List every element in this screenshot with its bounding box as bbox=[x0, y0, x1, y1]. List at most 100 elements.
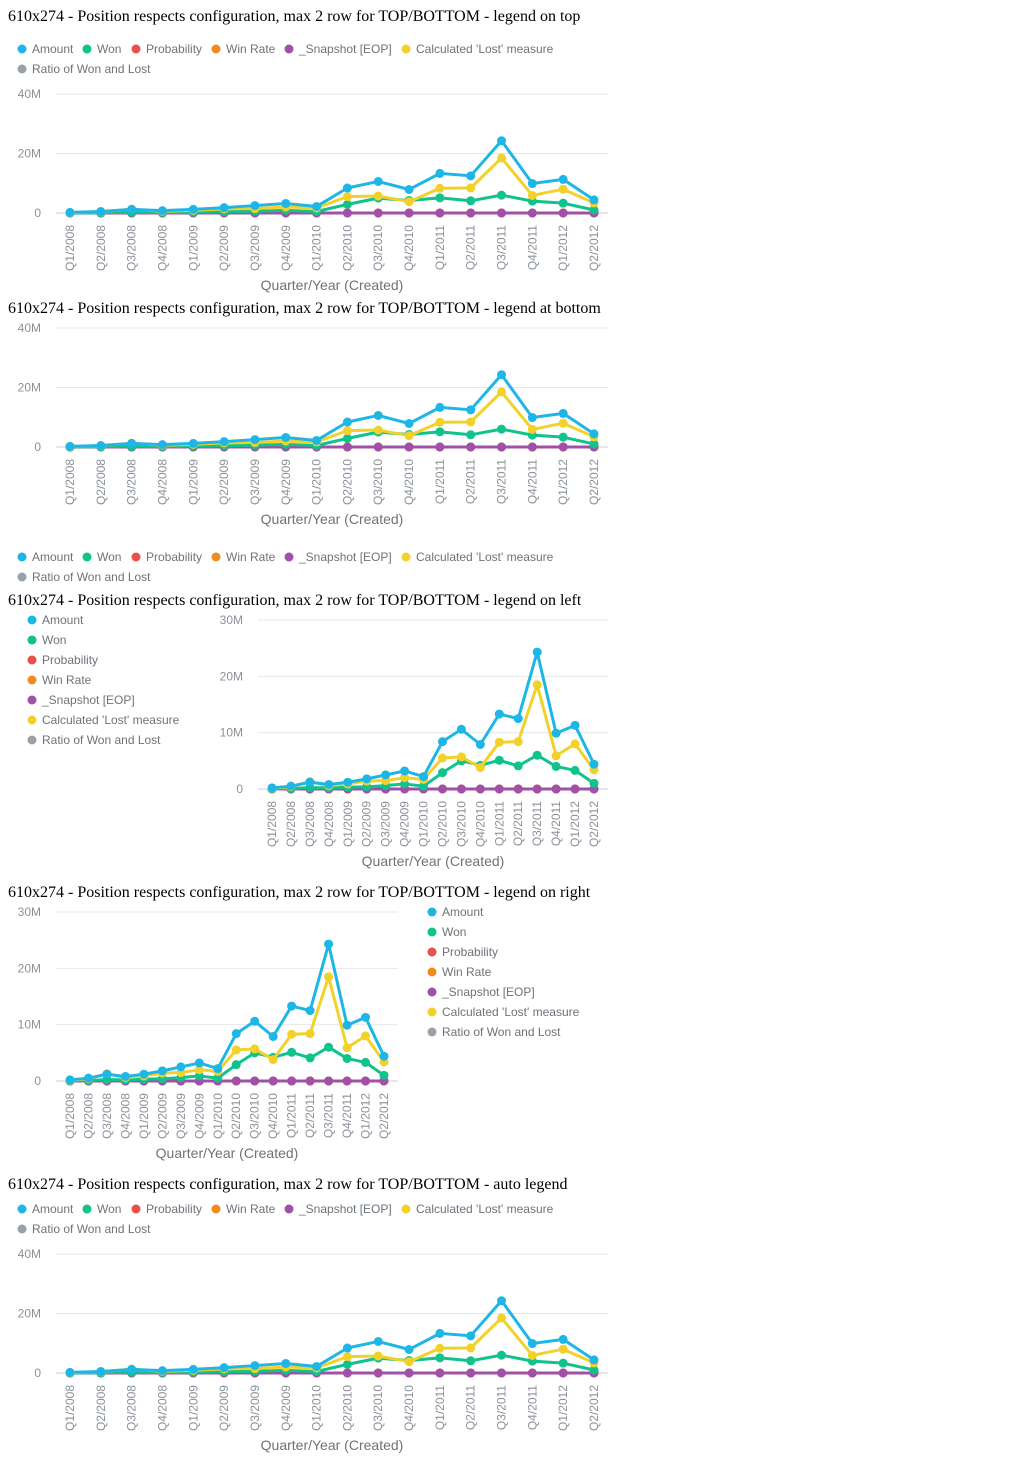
data-point[interactable] bbox=[466, 183, 476, 193]
legend-item[interactable]: Calculated 'Lost' measure bbox=[401, 1202, 554, 1216]
data-point[interactable] bbox=[558, 1358, 568, 1368]
data-point[interactable] bbox=[513, 714, 523, 724]
data-point[interactable] bbox=[532, 680, 542, 690]
data-point[interactable] bbox=[287, 1076, 297, 1086]
legend-item[interactable]: Won bbox=[27, 633, 67, 647]
data-point[interactable] bbox=[475, 784, 485, 794]
data-point[interactable] bbox=[250, 435, 260, 445]
legend-item[interactable]: Amount bbox=[17, 550, 75, 564]
data-point[interactable] bbox=[404, 1357, 414, 1367]
data-point[interactable] bbox=[558, 1334, 568, 1344]
data-point[interactable] bbox=[570, 720, 580, 730]
data-point[interactable] bbox=[558, 442, 568, 452]
data-point[interactable] bbox=[281, 432, 291, 442]
data-point[interactable] bbox=[497, 1296, 507, 1306]
data-point[interactable] bbox=[373, 410, 383, 420]
data-point[interactable] bbox=[419, 781, 429, 791]
data-point[interactable] bbox=[589, 429, 599, 439]
data-point[interactable] bbox=[435, 168, 445, 178]
data-point[interactable] bbox=[527, 208, 537, 218]
data-point[interactable] bbox=[437, 784, 447, 794]
data-point[interactable] bbox=[558, 184, 568, 194]
data-point[interactable] bbox=[437, 753, 447, 763]
data-point[interactable] bbox=[343, 777, 353, 787]
data-point[interactable] bbox=[305, 1076, 315, 1086]
data-point[interactable] bbox=[497, 153, 507, 163]
data-point[interactable] bbox=[157, 1366, 167, 1376]
data-point[interactable] bbox=[527, 1350, 537, 1360]
legend-item[interactable]: Amount bbox=[17, 42, 75, 56]
data-point[interactable] bbox=[589, 1355, 599, 1365]
data-point[interactable] bbox=[120, 1071, 130, 1081]
data-point[interactable] bbox=[305, 1053, 315, 1063]
data-point[interactable] bbox=[532, 647, 542, 657]
data-point[interactable] bbox=[404, 208, 414, 218]
data-point[interactable] bbox=[281, 198, 291, 208]
data-point[interactable] bbox=[305, 777, 315, 787]
legend-item[interactable]: Probability bbox=[131, 42, 203, 56]
data-point[interactable] bbox=[379, 1070, 389, 1080]
data-point[interactable] bbox=[213, 1073, 223, 1083]
data-point[interactable] bbox=[456, 724, 466, 734]
data-point[interactable] bbox=[65, 207, 75, 217]
data-point[interactable] bbox=[494, 755, 504, 765]
data-point[interactable] bbox=[96, 207, 106, 217]
data-point[interactable] bbox=[342, 1053, 352, 1063]
data-point[interactable] bbox=[373, 208, 383, 218]
data-point[interactable] bbox=[65, 441, 75, 451]
data-point[interactable] bbox=[373, 176, 383, 186]
data-point[interactable] bbox=[379, 1051, 389, 1061]
data-point[interactable] bbox=[250, 201, 260, 211]
data-point[interactable] bbox=[305, 1006, 315, 1016]
data-point[interactable] bbox=[324, 1076, 334, 1086]
data-point[interactable] bbox=[157, 1066, 167, 1076]
data-point[interactable] bbox=[287, 1001, 297, 1011]
legend-item[interactable]: Calculated 'Lost' measure bbox=[427, 1005, 580, 1019]
data-point[interactable] bbox=[312, 201, 322, 211]
data-point[interactable] bbox=[497, 387, 507, 397]
legend-item[interactable]: Won bbox=[427, 925, 467, 939]
data-point[interactable] bbox=[400, 766, 410, 776]
data-point[interactable] bbox=[157, 206, 167, 216]
data-point[interactable] bbox=[404, 1344, 414, 1354]
legend-item[interactable]: Amount bbox=[427, 905, 485, 919]
data-point[interactable] bbox=[231, 1029, 241, 1039]
data-point[interactable] bbox=[589, 195, 599, 205]
data-point[interactable] bbox=[342, 199, 352, 209]
data-point[interactable] bbox=[250, 1016, 260, 1026]
data-point[interactable] bbox=[589, 1365, 599, 1375]
data-point[interactable] bbox=[475, 739, 485, 749]
data-point[interactable] bbox=[404, 197, 414, 207]
data-point[interactable] bbox=[497, 208, 507, 218]
data-point[interactable] bbox=[324, 779, 334, 789]
data-point[interactable] bbox=[527, 1339, 537, 1349]
data-point[interactable] bbox=[342, 1368, 352, 1378]
legend-item[interactable]: _Snapshot [EOP] bbox=[427, 985, 535, 999]
data-point[interactable] bbox=[589, 205, 599, 215]
data-point[interactable] bbox=[342, 192, 352, 202]
data-point[interactable] bbox=[213, 1064, 223, 1074]
data-point[interactable] bbox=[188, 1364, 198, 1374]
legend-item[interactable]: Win Rate bbox=[211, 42, 276, 56]
data-point[interactable] bbox=[96, 441, 106, 451]
data-point[interactable] bbox=[475, 763, 485, 773]
data-point[interactable] bbox=[435, 208, 445, 218]
data-point[interactable] bbox=[361, 1031, 371, 1041]
data-point[interactable] bbox=[65, 1075, 75, 1085]
legend-item[interactable]: Ratio of Won and Lost bbox=[17, 1222, 152, 1236]
data-point[interactable] bbox=[497, 136, 507, 146]
data-point[interactable] bbox=[551, 784, 561, 794]
data-point[interactable] bbox=[373, 1351, 383, 1361]
data-point[interactable] bbox=[342, 442, 352, 452]
data-point[interactable] bbox=[400, 779, 410, 789]
data-point[interactable] bbox=[404, 431, 414, 441]
data-point[interactable] bbox=[127, 1364, 137, 1374]
data-point[interactable] bbox=[558, 418, 568, 428]
data-point[interactable] bbox=[342, 1352, 352, 1362]
data-point[interactable] bbox=[404, 418, 414, 428]
data-point[interactable] bbox=[404, 184, 414, 194]
data-point[interactable] bbox=[139, 1069, 149, 1079]
data-point[interactable] bbox=[466, 1368, 476, 1378]
data-point[interactable] bbox=[497, 190, 507, 200]
data-point[interactable] bbox=[381, 770, 391, 780]
